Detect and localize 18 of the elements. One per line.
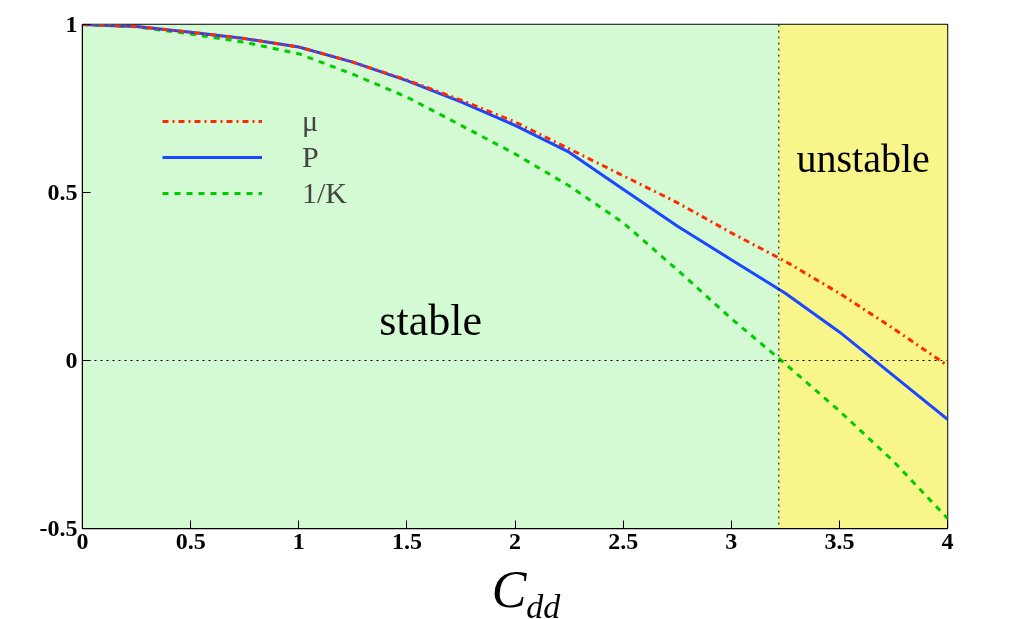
x-tick-label: 3.5 <box>824 527 855 554</box>
x-tick-label: 1.5 <box>391 527 422 554</box>
x-tick-label: 0.5 <box>175 527 206 554</box>
x-axis-title: C$_{dd}$ <box>491 561 561 619</box>
x-tick-label: 1 <box>292 527 305 554</box>
y-tick-label: 0.5 <box>47 179 78 205</box>
x-tick-label: 4 <box>941 527 954 554</box>
legend-label: 1/K <box>302 176 347 210</box>
band-label: unstable <box>796 136 930 182</box>
y-tick-label: 0 <box>65 347 78 373</box>
legend-label: P <box>302 140 320 174</box>
x-tick-label: 3 <box>725 527 738 554</box>
y-tick-label: 1 <box>65 11 78 37</box>
x-tick-label: 2.5 <box>608 527 639 554</box>
x-tick-label: 2 <box>509 527 521 554</box>
legend-label: μ <box>302 104 320 138</box>
y-tick-label: -0.5 <box>39 515 78 541</box>
band-label: stable <box>379 295 482 345</box>
